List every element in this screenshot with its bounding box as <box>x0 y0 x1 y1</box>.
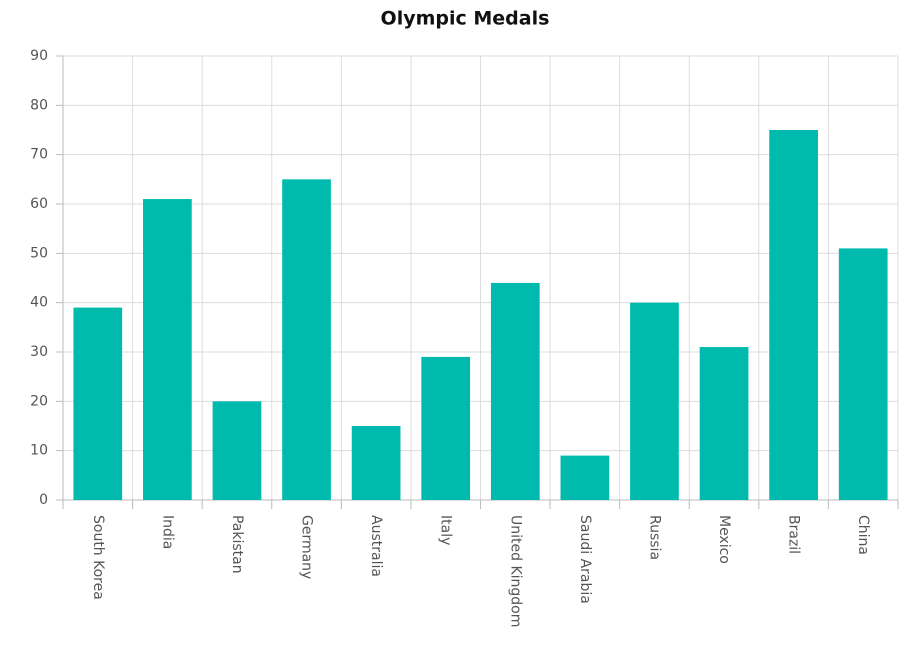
x-tick-label: South Korea <box>90 515 106 600</box>
bar <box>490 282 540 500</box>
x-tick-label: India <box>159 515 175 549</box>
bar <box>282 179 331 501</box>
y-tick-label: 70 <box>30 147 48 163</box>
chart-title: Olympic Medals <box>381 8 550 30</box>
y-tick-label: 90 <box>30 48 48 64</box>
bar <box>73 307 123 500</box>
bar <box>421 356 471 500</box>
bar <box>143 199 192 501</box>
y-tick-label: 30 <box>30 344 48 360</box>
y-tick-label: 80 <box>30 97 48 113</box>
y-tick-label: 50 <box>30 245 48 261</box>
x-tick-label: Brazil <box>786 515 802 554</box>
y-tick-label: 20 <box>30 393 48 409</box>
x-tick-label: Australia <box>368 515 384 577</box>
x-tick-label: Italy <box>438 515 454 545</box>
x-tick-label: Russia <box>646 515 662 560</box>
bar <box>699 347 749 500</box>
bar <box>212 401 262 500</box>
bar <box>838 248 888 500</box>
y-tick-label: 10 <box>30 443 48 459</box>
y-tick-label: 40 <box>30 295 48 311</box>
y-tick-label: 0 <box>39 492 48 508</box>
bar <box>769 130 818 500</box>
x-tick-label: Saudi Arabia <box>577 515 593 604</box>
bar <box>351 426 401 500</box>
x-tick-label: China <box>855 515 871 555</box>
x-tick-label: United Kingdom <box>507 515 523 627</box>
y-tick-label: 60 <box>30 196 48 212</box>
x-tick-label: Mexico <box>716 515 732 564</box>
bar <box>630 302 679 500</box>
x-tick-label: Pakistan <box>229 515 245 574</box>
x-tick-label: Germany <box>299 515 315 579</box>
bar <box>560 455 610 500</box>
